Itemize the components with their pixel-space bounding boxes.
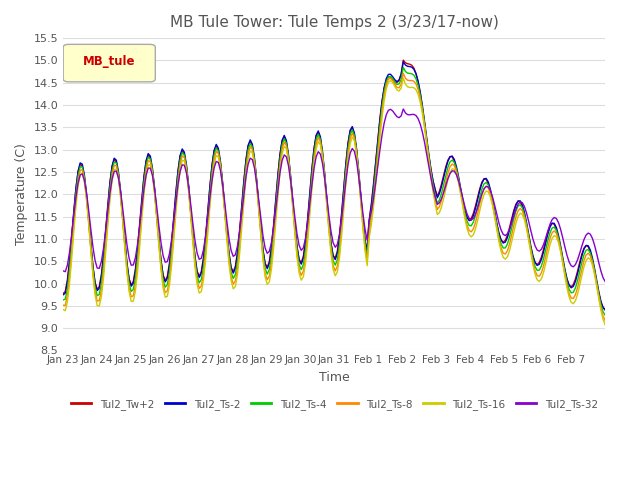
Tul2_Ts-4 <box>266 267 273 273</box>
Tul2_Ts-16 <box>602 322 609 328</box>
Line: Tul2_Ts-4: Tul2_Ts-4 <box>63 68 605 315</box>
Tul2_Ts-8 <box>295 266 303 272</box>
Tul2_Tw+2 <box>399 57 407 63</box>
Line: Tul2_Tw+2: Tul2_Tw+2 <box>63 60 605 309</box>
Tul2_Ts-16 <box>327 251 335 256</box>
Line: Tul2_Ts-32: Tul2_Ts-32 <box>63 109 605 282</box>
Tul2_Ts-8 <box>602 318 609 324</box>
Tul2_Ts-4 <box>229 276 237 281</box>
Legend: Tul2_Tw+2, Tul2_Ts-2, Tul2_Ts-4, Tul2_Ts-8, Tul2_Ts-16, Tul2_Ts-32: Tul2_Tw+2, Tul2_Ts-2, Tul2_Ts-4, Tul2_Ts… <box>67 395 602 414</box>
Tul2_Ts-32 <box>295 242 303 248</box>
Line: Tul2_Ts-16: Tul2_Ts-16 <box>63 78 605 325</box>
Tul2_Tw+2 <box>327 240 335 246</box>
Tul2_Ts-2 <box>229 270 237 276</box>
Tul2_Tw+2 <box>502 238 509 243</box>
Tul2_Ts-8 <box>229 281 237 287</box>
Tul2_Ts-2 <box>259 247 267 253</box>
X-axis label: Time: Time <box>319 371 349 384</box>
Tul2_Tw+2 <box>295 256 303 262</box>
Tul2_Ts-4 <box>502 245 509 251</box>
Tul2_Ts-8 <box>259 254 267 260</box>
Tul2_Ts-2 <box>295 257 303 263</box>
Tul2_Ts-4 <box>327 244 335 250</box>
Tul2_Ts-32 <box>229 253 237 259</box>
Tul2_Ts-8 <box>399 71 407 76</box>
Text: MB_tule: MB_tule <box>83 55 136 68</box>
Tul2_Ts-16 <box>502 256 509 262</box>
Tul2_Ts-16 <box>229 286 237 292</box>
Tul2_Ts-4 <box>399 65 407 71</box>
Tul2_Ts-8 <box>502 251 509 257</box>
Tul2_Ts-2 <box>266 260 273 266</box>
Tul2_Ts-4 <box>295 262 303 267</box>
Tul2_Ts-8 <box>60 302 67 308</box>
FancyBboxPatch shape <box>63 44 156 82</box>
Tul2_Ts-2 <box>399 59 407 65</box>
Tul2_Tw+2 <box>229 269 237 275</box>
Tul2_Ts-32 <box>259 233 267 239</box>
Tul2_Tw+2 <box>60 291 67 297</box>
Y-axis label: Temperature (C): Temperature (C) <box>15 144 28 245</box>
Tul2_Ts-2 <box>502 239 509 245</box>
Tul2_Ts-4 <box>60 297 67 303</box>
Tul2_Tw+2 <box>259 248 267 253</box>
Tul2_Ts-16 <box>399 75 407 81</box>
Title: MB Tule Tower: Tule Temps 2 (3/23/17-now): MB Tule Tower: Tule Temps 2 (3/23/17-now… <box>170 15 499 30</box>
Tul2_Ts-2 <box>327 240 335 246</box>
Tul2_Ts-32 <box>602 279 609 285</box>
Tul2_Tw+2 <box>266 258 273 264</box>
Tul2_Ts-8 <box>266 273 273 279</box>
Tul2_Ts-2 <box>602 307 609 313</box>
Line: Tul2_Ts-2: Tul2_Ts-2 <box>63 62 605 310</box>
Tul2_Ts-4 <box>259 251 267 256</box>
Tul2_Ts-32 <box>327 228 335 234</box>
Tul2_Ts-2 <box>60 292 67 298</box>
Tul2_Tw+2 <box>602 306 609 312</box>
Tul2_Ts-8 <box>327 248 335 253</box>
Tul2_Ts-16 <box>295 270 303 276</box>
Tul2_Ts-32 <box>399 106 407 112</box>
Tul2_Ts-32 <box>60 268 67 274</box>
Tul2_Ts-4 <box>602 312 609 318</box>
Tul2_Ts-32 <box>266 249 273 254</box>
Tul2_Ts-16 <box>259 257 267 263</box>
Tul2_Ts-16 <box>266 279 273 285</box>
Tul2_Ts-16 <box>60 307 67 312</box>
Tul2_Ts-32 <box>502 233 509 239</box>
Line: Tul2_Ts-8: Tul2_Ts-8 <box>63 73 605 321</box>
